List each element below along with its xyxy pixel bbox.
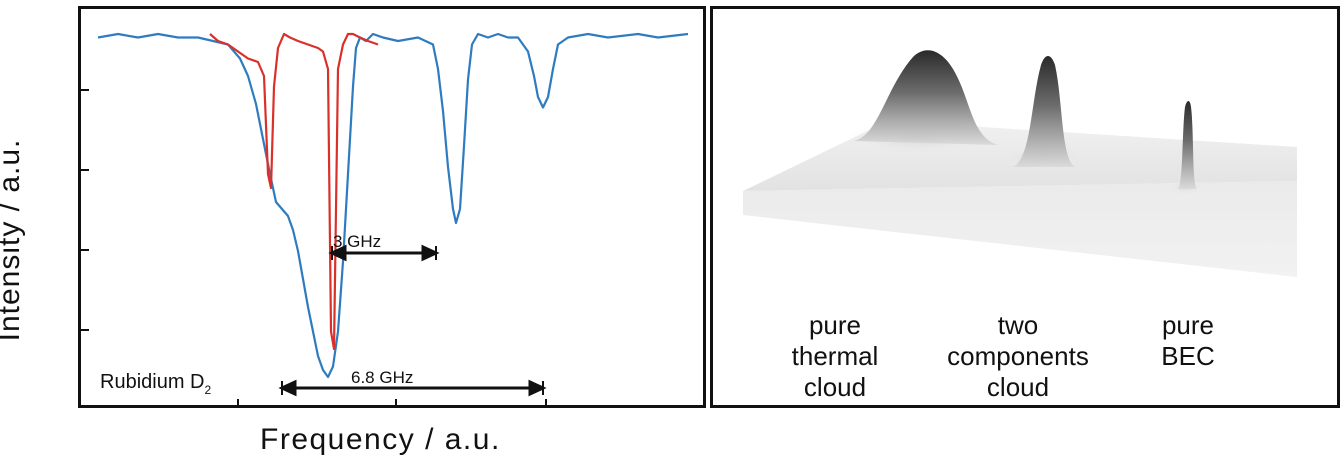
arrow-68ghz (278, 379, 547, 397)
plot-frame (78, 6, 706, 408)
caption-thermal-cloud: pure thermal cloud (791, 310, 879, 402)
species-subscript: 2 (204, 383, 211, 397)
series-line-blue (97, 32, 689, 379)
two-component-peak (1013, 56, 1075, 167)
arrow-68ghz-label: 6.8 GHz (351, 368, 413, 387)
cloud-3d-render (743, 50, 1297, 277)
arrow-3ghz-label: 3 GHz (333, 232, 381, 251)
species-label: Rubidium D2 (100, 371, 211, 397)
arrow-3ghz (328, 244, 440, 262)
series-line-red (209, 32, 379, 351)
spectrum-chart: 3 GHz 6.8 GHz Rubidium D2 (78, 6, 706, 408)
x-axis-label: Frequency / a.u. (260, 423, 501, 456)
caption-two-components: two components cloud (947, 310, 1089, 402)
species-main: Rubidium D (100, 371, 204, 393)
series-layer (97, 32, 689, 379)
annotation-arrows (278, 244, 547, 397)
spectrum-panel: 3 GHz 6.8 GHz Rubidium D2 (78, 6, 706, 408)
y-ticks (81, 89, 89, 331)
caption-bec: pure BEC (1161, 310, 1215, 371)
plate-side (743, 181, 1297, 277)
x-ticks (237, 399, 547, 405)
bec-peak (1178, 101, 1197, 189)
cloud-density-panel: pure thermal cloud two components cloud … (710, 6, 1340, 408)
thermal-cloud-peak (853, 50, 998, 145)
